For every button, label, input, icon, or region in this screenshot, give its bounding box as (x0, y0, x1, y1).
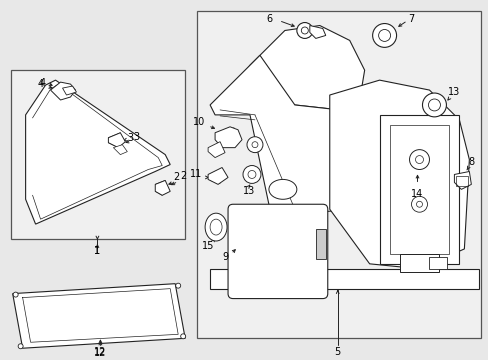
Text: 13: 13 (243, 186, 255, 196)
Polygon shape (208, 167, 227, 184)
Circle shape (243, 166, 261, 183)
Polygon shape (215, 127, 242, 148)
Polygon shape (329, 80, 468, 269)
Polygon shape (13, 284, 185, 348)
Text: 11: 11 (189, 170, 202, 180)
Circle shape (13, 292, 18, 297)
Bar (428, 257, 447, 269)
Text: 5: 5 (334, 347, 340, 357)
Bar (315, 229, 325, 259)
Circle shape (175, 283, 180, 288)
Polygon shape (240, 26, 364, 115)
Circle shape (372, 23, 396, 48)
Text: 13: 13 (447, 87, 460, 97)
Bar (379, 115, 458, 264)
Text: 9: 9 (222, 252, 227, 262)
FancyBboxPatch shape (227, 204, 327, 298)
Text: 6: 6 (266, 14, 272, 23)
Text: 12: 12 (94, 348, 106, 358)
Ellipse shape (204, 213, 226, 241)
Text: 14: 14 (410, 189, 423, 199)
Text: 3: 3 (127, 133, 133, 143)
Text: 15: 15 (201, 241, 214, 251)
Circle shape (422, 93, 446, 117)
Circle shape (180, 334, 185, 339)
Text: 2: 2 (180, 171, 186, 181)
Circle shape (411, 196, 427, 212)
Circle shape (301, 27, 308, 34)
Text: 8: 8 (468, 157, 473, 167)
Polygon shape (155, 180, 170, 195)
Circle shape (247, 171, 255, 179)
Polygon shape (309, 26, 325, 39)
Text: 10: 10 (192, 117, 204, 127)
Bar (399, 254, 439, 272)
Polygon shape (210, 269, 478, 289)
Bar (455, 176, 468, 186)
Ellipse shape (210, 219, 222, 235)
Text: 12: 12 (94, 347, 106, 357)
Bar (389, 125, 448, 254)
Bar (197, 11, 480, 338)
Circle shape (251, 142, 258, 148)
Polygon shape (210, 55, 354, 214)
Polygon shape (25, 80, 170, 224)
Polygon shape (113, 145, 127, 154)
Ellipse shape (268, 179, 296, 199)
Text: 3: 3 (133, 132, 139, 142)
Circle shape (296, 23, 312, 39)
Circle shape (416, 201, 422, 207)
Text: 4: 4 (40, 78, 45, 88)
Polygon shape (208, 142, 224, 158)
Circle shape (415, 156, 423, 163)
Polygon shape (453, 171, 470, 189)
Circle shape (378, 30, 390, 41)
Text: 4: 4 (38, 79, 43, 89)
Text: 2: 2 (173, 172, 179, 183)
Polygon shape (50, 82, 75, 100)
Circle shape (408, 150, 428, 170)
Text: 1: 1 (94, 246, 100, 256)
Bar (11, 70, 185, 239)
Circle shape (427, 99, 440, 111)
Polygon shape (108, 133, 125, 148)
Polygon shape (62, 86, 76, 95)
Text: 1: 1 (94, 246, 100, 256)
Text: 7: 7 (407, 14, 414, 23)
Circle shape (246, 137, 263, 153)
Circle shape (18, 344, 23, 349)
